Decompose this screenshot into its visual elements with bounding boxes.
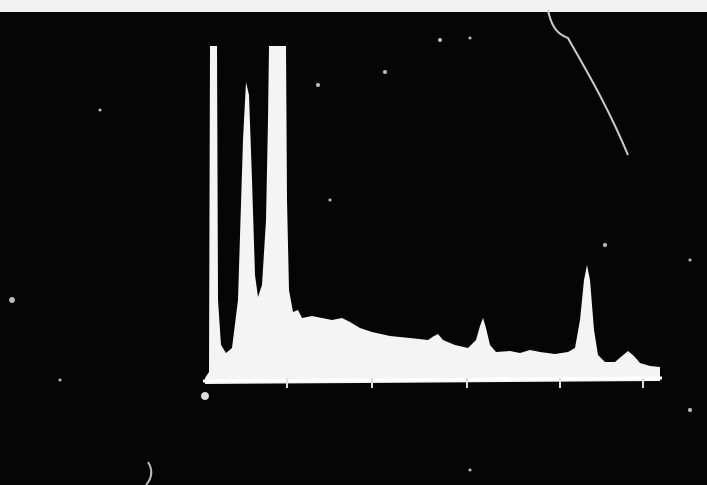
background: [0, 0, 707, 485]
page: [0, 0, 707, 485]
top-border: [0, 0, 707, 12]
dust-speck: [99, 109, 102, 112]
dust-speck: [316, 83, 320, 87]
dust-speck: [9, 297, 15, 303]
dust-speck: [603, 243, 607, 247]
dust-speck: [438, 38, 442, 42]
axis-marker: [201, 392, 209, 400]
dust-speck: [689, 259, 692, 262]
dust-speck: [469, 469, 472, 472]
photo: [0, 0, 707, 485]
dust-speck: [469, 37, 472, 40]
dust-speck: [329, 199, 332, 202]
dust-speck: [383, 70, 387, 74]
dust-speck: [59, 379, 62, 382]
dust-speck: [688, 408, 692, 412]
